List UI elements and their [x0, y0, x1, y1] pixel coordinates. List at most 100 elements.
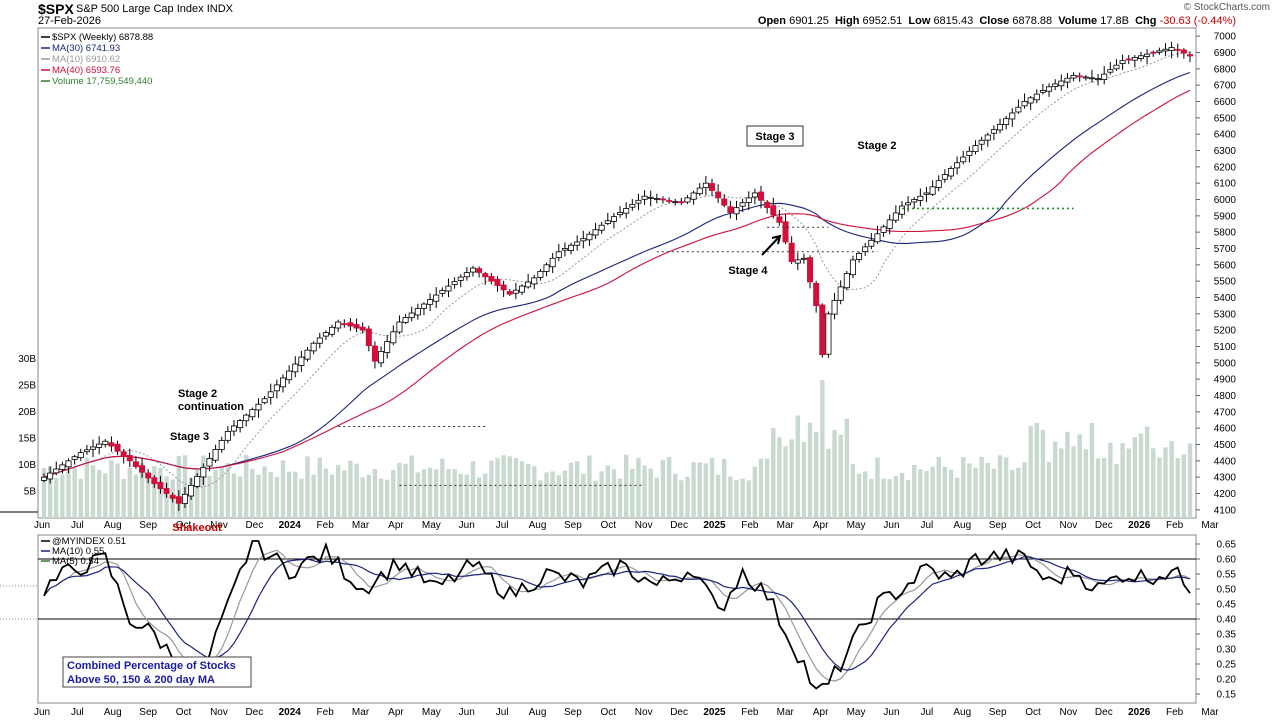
- candle-up: [984, 134, 991, 141]
- volume-bar: [722, 458, 727, 518]
- indicator-x-tick-label: May: [847, 707, 866, 718]
- price-tick-label: 5900: [1214, 211, 1237, 222]
- price-x-tick-label: May: [847, 520, 866, 531]
- price-tick-label: 5100: [1214, 342, 1237, 353]
- volume-bar: [293, 471, 298, 518]
- price-x-tick-label: Aug: [529, 520, 547, 531]
- candle-up: [641, 195, 648, 200]
- volume-bar: [875, 457, 880, 518]
- indicator-x-tick-label: Oct: [176, 707, 192, 718]
- candle-up: [445, 285, 452, 292]
- volume-bar: [936, 456, 941, 518]
- price-x-tick-label: Jun: [34, 520, 50, 531]
- volume-bar: [899, 472, 905, 518]
- indicator-legend-entry: MA(5) 0.54: [52, 556, 99, 567]
- volume-tick-label: 15B: [18, 434, 36, 445]
- candle-up: [672, 201, 679, 204]
- candle-up: [1052, 83, 1059, 88]
- indicator-legend-entry: MA(10) 0.55: [52, 546, 104, 557]
- candle-up: [1088, 77, 1095, 80]
- volume-bar: [72, 467, 77, 518]
- candle-up: [261, 398, 268, 404]
- price-tick-label: 5000: [1214, 358, 1237, 369]
- volume-bar: [856, 473, 862, 518]
- volume-bar: [679, 480, 684, 518]
- volume-bar: [513, 458, 519, 518]
- candle-up: [1003, 118, 1010, 125]
- volume-bar: [1059, 448, 1064, 518]
- price-x-tick-label: 2025: [703, 520, 726, 531]
- volume-bar: [587, 455, 592, 518]
- candle-up: [892, 212, 899, 221]
- volume-bar: [495, 458, 500, 518]
- candle-up: [794, 259, 801, 264]
- price-legend-entry: MA(40) 6593.76: [52, 65, 120, 76]
- volume-bar: [115, 463, 120, 518]
- volume-bar: [568, 462, 574, 518]
- candle-up: [604, 220, 611, 224]
- price-x-tick-label: Apr: [813, 520, 829, 531]
- price-x-tick-label: Feb: [317, 520, 335, 531]
- indicator-main-line: [43, 540, 1191, 690]
- volume-bar: [832, 429, 837, 518]
- candle-up: [800, 257, 807, 260]
- candle-up: [292, 363, 299, 373]
- indicator-note-line: Above 50, 150 & 200 day MA: [67, 674, 215, 686]
- candle-up: [519, 285, 526, 293]
- volume-bar: [403, 463, 408, 518]
- candle-up: [1009, 112, 1016, 120]
- indicator-tick-label: 0.40: [1217, 615, 1237, 626]
- candle-up: [929, 186, 936, 195]
- volume-bar: [715, 474, 721, 518]
- candle-up: [237, 420, 244, 429]
- candle-down: [359, 326, 366, 331]
- candle-up: [427, 299, 434, 305]
- volume-bar: [574, 461, 580, 518]
- price-tick-label: 5700: [1214, 244, 1237, 255]
- volume-bar: [1089, 423, 1095, 518]
- volume-bar: [299, 478, 304, 518]
- chart-date: 27-Feb-2026: [38, 15, 101, 27]
- volume-bar: [538, 480, 543, 518]
- annotation-stage4: Stage 4: [728, 265, 768, 277]
- candle-down: [788, 242, 795, 262]
- volume-bar: [746, 480, 751, 518]
- candle-up: [451, 281, 458, 285]
- volume-tick-label: 10B: [18, 460, 36, 471]
- price-x-tick-label: Dec: [670, 520, 688, 531]
- candle-up: [1131, 57, 1138, 61]
- volume-bar: [666, 457, 672, 518]
- candle-up: [739, 202, 746, 207]
- volume-bar: [446, 468, 451, 518]
- ma10-line: [43, 52, 1191, 488]
- candle-up: [617, 212, 624, 216]
- candle-up: [47, 472, 54, 480]
- volume-bar: [905, 480, 911, 518]
- volume-bar: [728, 476, 733, 518]
- candle-up: [990, 129, 997, 134]
- volume-bar: [771, 428, 776, 518]
- candle-down: [145, 472, 152, 479]
- indicator-tick-label: 0.60: [1217, 555, 1237, 566]
- candle-up: [224, 431, 231, 441]
- indicator-x-tick-label: 2024: [279, 707, 302, 718]
- indicator-tick-label: 0.65: [1217, 540, 1237, 551]
- indicator-x-tick-label: Mar: [1201, 707, 1219, 718]
- candle-down: [807, 257, 814, 283]
- candle-down: [347, 322, 354, 327]
- candle-up: [702, 182, 709, 189]
- price-panel-frame: [37, 27, 1197, 519]
- volume-bar: [1144, 426, 1150, 518]
- ohlc-readout: Open 6901.25 High 6952.51 Low 6815.43 Cl…: [757, 15, 1236, 27]
- volume-bar: [1003, 457, 1009, 518]
- volume-bar: [918, 469, 923, 518]
- volume-bar: [1175, 458, 1180, 518]
- volume-bar: [1010, 469, 1015, 518]
- price-x-tick-label: Apr: [388, 520, 404, 531]
- volume-bar: [599, 471, 604, 518]
- price-x-tick-label: 2026: [1128, 520, 1151, 531]
- price-x-tick-label: Oct: [1025, 520, 1041, 531]
- annotation-continuation: continuation: [178, 401, 244, 413]
- candle-up: [580, 238, 587, 242]
- indicator-x-tick-label: Nov: [635, 707, 653, 718]
